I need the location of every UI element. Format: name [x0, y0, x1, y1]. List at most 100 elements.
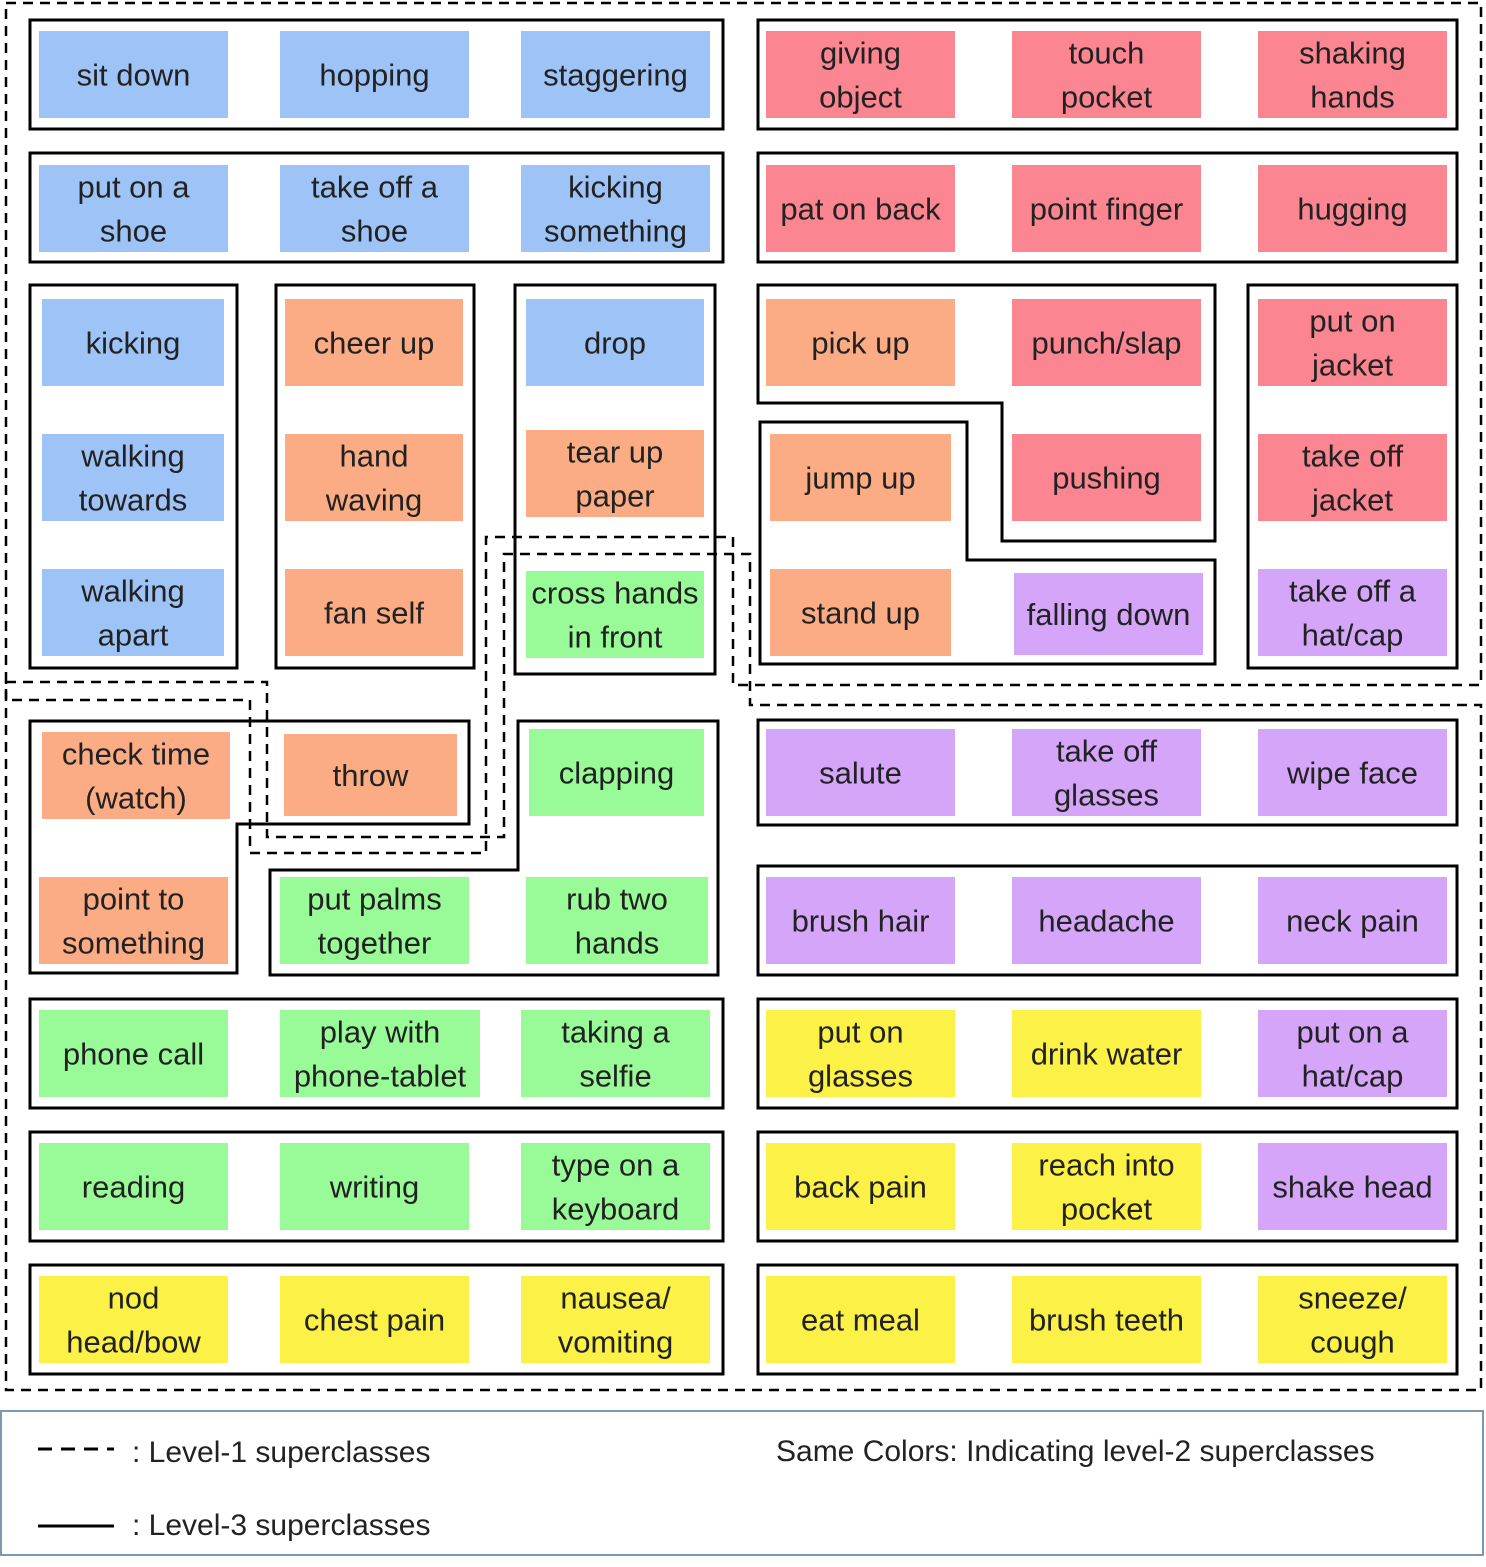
class-touch-pocket: touch pocket	[1012, 31, 1201, 118]
class-clapping: clapping	[529, 729, 704, 816]
class-label: pocket	[1061, 80, 1153, 115]
class-nausea-vomiting: nausea/vomiting	[521, 1276, 710, 1363]
class-box	[1012, 1276, 1201, 1363]
class-label: head/bow	[66, 1325, 201, 1360]
class-kicking-something: kicking something	[521, 165, 710, 252]
class-box	[42, 299, 224, 386]
class-box	[42, 732, 230, 819]
class-label: fan self	[324, 596, 424, 631]
class-box	[521, 31, 710, 118]
class-label: neck pain	[1286, 904, 1419, 939]
class-label: chest pain	[304, 1303, 445, 1338]
class-box	[1012, 1143, 1201, 1230]
class-put-on-hat-cap: put on a hat/cap	[1258, 1010, 1447, 1097]
class-phone-call: phone call	[39, 1010, 228, 1097]
class-label: something	[62, 926, 205, 961]
class-label: jump up	[804, 461, 915, 496]
class-label: nausea/	[560, 1281, 671, 1316]
class-box	[39, 165, 228, 252]
class-box	[526, 299, 704, 386]
class-taking-a-selfie: taking a selfie	[521, 1010, 710, 1097]
legend: : Level-1 superclasses : Level-3 supercl…	[0, 1410, 1484, 1556]
level-3-group-outline	[513, 283, 717, 676]
class-label: type on a	[552, 1148, 680, 1183]
class-reach-into-pocket: reach into pocket	[1012, 1143, 1201, 1230]
class-label: take off	[1056, 734, 1158, 769]
class-box	[770, 434, 951, 521]
level-3-groups	[28, 18, 1459, 1376]
class-tear-up-paper: tear up paper	[526, 430, 704, 517]
class-box	[1258, 729, 1447, 816]
level-3-group-outline	[274, 283, 476, 670]
class-put-on-shoe: put on a shoe	[39, 165, 228, 252]
class-label: clapping	[559, 756, 674, 791]
legend-frame	[0, 1410, 1484, 1556]
class-label: eat meal	[801, 1303, 920, 1338]
level-3-group-outline	[28, 18, 725, 131]
level-3-group-outline	[28, 151, 725, 264]
class-brush-hair: brush hair	[766, 877, 955, 964]
class-box	[1012, 165, 1201, 252]
class-box	[1258, 165, 1447, 252]
class-label: walking	[80, 574, 184, 609]
class-label: taking a	[561, 1015, 670, 1050]
class-label: take off a	[1289, 574, 1417, 609]
class-label: pick up	[811, 326, 909, 361]
class-box	[766, 877, 955, 964]
class-box	[42, 434, 224, 521]
class-label: check time	[62, 737, 210, 772]
legend-colors-note: Same Colors: Indicating level-2 supercla…	[776, 1435, 1375, 1468]
class-label: take off	[1302, 439, 1404, 474]
level-3-group-outline	[756, 997, 1459, 1110]
class-label: pat on back	[780, 192, 941, 227]
class-wipe-face: wipe face	[1258, 729, 1447, 816]
class-box	[39, 31, 228, 118]
level-3-group-outline	[28, 997, 725, 1110]
class-walking-towards: walking towards	[42, 434, 224, 521]
class-label: sneeze/	[1298, 1281, 1407, 1316]
class-label: walking	[80, 439, 184, 474]
class-take-off-hat-cap: take off a hat/cap	[1258, 569, 1447, 656]
class-chest-pain: chest pain	[280, 1276, 469, 1363]
legend-level1: : Level-1 superclasses	[132, 1436, 430, 1469]
class-label: shaking	[1299, 36, 1406, 71]
class-shake-head: shake head	[1258, 1143, 1447, 1230]
class-label: back pain	[794, 1170, 927, 1205]
class-label: together	[318, 926, 432, 961]
class-label: shoe	[100, 214, 167, 249]
class-label: falling down	[1027, 597, 1191, 632]
class-label: staggering	[543, 58, 688, 93]
class-sneeze-cough: sneeze/cough	[1258, 1276, 1447, 1363]
class-box	[280, 165, 469, 252]
level-3-group-outline	[756, 18, 1459, 131]
level-1-group-outline	[4, 1, 1483, 855]
class-label: cross hands	[531, 576, 698, 611]
class-label: jacket	[1311, 483, 1393, 518]
class-point-to-something: point to something	[39, 877, 228, 964]
class-box	[766, 299, 955, 386]
class-box	[770, 569, 951, 656]
class-label: put on a	[77, 170, 190, 205]
class-staggering: staggering	[521, 31, 710, 118]
class-boxes: sit down hopping staggering giving object tou…	[39, 31, 1447, 1363]
class-drink-water: drink water	[1012, 1010, 1201, 1097]
class-punch-slap: punch/slap	[1012, 299, 1201, 386]
class-label: kicking	[568, 170, 663, 205]
class-brush-teeth: brush teeth	[1012, 1276, 1201, 1363]
class-label: hand	[340, 439, 409, 474]
class-box	[1258, 1143, 1447, 1230]
class-label: drop	[584, 326, 646, 361]
class-neck-pain: neck pain	[1258, 877, 1447, 964]
class-box	[39, 1143, 228, 1230]
class-label: phone-tablet	[294, 1059, 467, 1094]
class-hopping: hopping	[280, 31, 469, 118]
level-3-group-outline	[758, 420, 1217, 666]
class-box	[766, 165, 955, 252]
class-box	[285, 569, 463, 656]
class-hand-waving: hand waving	[285, 434, 463, 521]
class-box	[1258, 877, 1447, 964]
level-1-groups	[4, 1, 1483, 1392]
class-label: hands	[575, 926, 659, 961]
class-box	[1258, 434, 1447, 521]
